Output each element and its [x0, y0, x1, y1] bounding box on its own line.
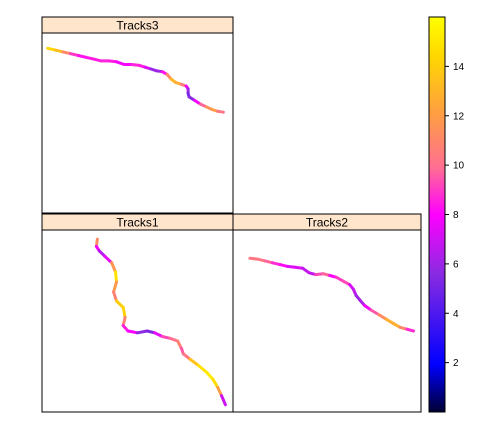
- track-segment: [211, 377, 220, 389]
- track-segment: [216, 109, 225, 114]
- color-key-tick-label: 12: [453, 111, 465, 122]
- color-key-tick-label: 4: [453, 309, 459, 320]
- track-path-tracks3: [46, 46, 225, 114]
- color-key-tick-label: 8: [453, 210, 459, 221]
- panel-tracks1: Tracks1: [41, 213, 234, 413]
- track-segment: [188, 357, 201, 368]
- strip-label-tracks2: Tracks2: [306, 216, 349, 230]
- panel-tracks3: Tracks3: [41, 16, 234, 214]
- color-key-ticks: 2 4 6 8 10 12 14: [445, 62, 465, 369]
- track-segment: [197, 364, 208, 374]
- track-path-tracks1: [94, 237, 227, 407]
- color-key-tick-label: 14: [453, 62, 465, 73]
- panel-box-tracks1: [41, 229, 234, 413]
- color-key-tick-label: 10: [453, 161, 465, 172]
- track-path-tracks2: [248, 256, 415, 333]
- panel-box-tracks3: [41, 32, 234, 214]
- color-key-bar: [428, 16, 446, 413]
- track-segment: [405, 327, 415, 333]
- color-key: 2 4 6 8 10 12 14: [428, 16, 465, 413]
- strip-label-tracks3: Tracks3: [116, 19, 159, 33]
- color-key-tick-label: 2: [453, 358, 459, 369]
- track-segment: [115, 299, 125, 309]
- color-key-tick-label: 6: [453, 259, 459, 270]
- track-segment: [126, 329, 139, 335]
- track-segment: [216, 385, 223, 398]
- track-segment: [112, 290, 118, 303]
- track-segment: [110, 261, 117, 274]
- panel-tracks2: Tracks2: [232, 213, 422, 413]
- track-segment: [114, 270, 118, 284]
- track-segment: [103, 254, 114, 265]
- panel-box-tracks2: [232, 229, 422, 413]
- track-segment: [220, 394, 227, 407]
- track-segment: [204, 370, 215, 381]
- track-segment: [136, 329, 149, 335]
- track-segment: [112, 280, 118, 294]
- strip-label-tracks1: Tracks1: [116, 216, 159, 230]
- track-segment: [121, 305, 127, 319]
